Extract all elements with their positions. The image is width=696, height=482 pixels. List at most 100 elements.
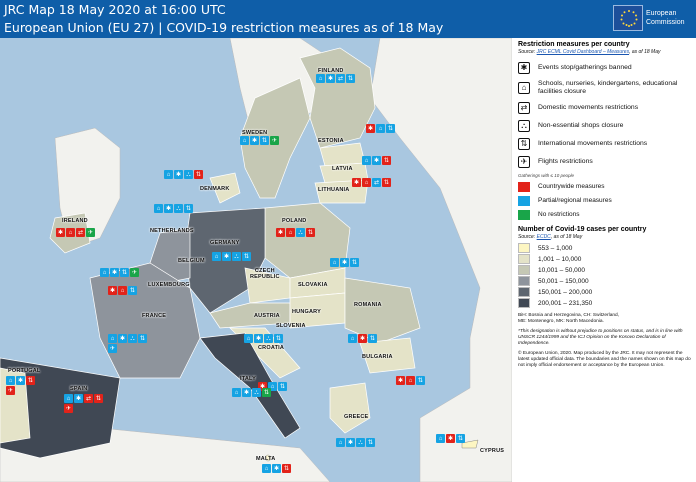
european-commission-logo: European Commission: [613, 3, 691, 35]
icons-greece[interactable]: ⌂ ✱ ⛬ ⇅: [336, 438, 380, 447]
legend-measure-flights: ✈ Flights restrictions: [518, 155, 692, 168]
icons-spain[interactable]: ⌂ ✱ ⇄ ⇅ ✈: [64, 394, 108, 413]
international-movement-icon: ⇅: [416, 376, 425, 385]
shop-closure-icon: ⛬: [128, 334, 137, 343]
icons-lithuania[interactable]: ✱ ⌂ ⇄ ⇅: [352, 178, 392, 187]
school-closure-icon: ⌂: [262, 464, 271, 473]
international-movement-icon: ⇅: [366, 438, 375, 447]
logo-text-european: European: [646, 10, 677, 17]
map-legend: Restriction measures per country Source:…: [512, 38, 696, 482]
icons-sweden[interactable]: ⌂ ✱ ⇅ ✈: [240, 136, 280, 145]
icons-czech[interactable]: ⌂ ✱ ⇅: [330, 258, 370, 267]
icons-latvia[interactable]: ⌂ ✱ ⇅: [362, 156, 402, 165]
international-movement-icon: ⇅: [260, 136, 269, 145]
icons-ireland[interactable]: ✱ ⌂ ⇄ ✈: [56, 228, 96, 237]
legend-title: Restriction measures per country: [518, 41, 630, 48]
label-poland: POLAND: [282, 218, 307, 224]
legend-measure-shops: ⛬ Non-essential shops closure: [518, 119, 692, 132]
legend-partial: Partial/regional measures: [518, 195, 692, 206]
icons-luxembourg[interactable]: ✱ ⌂ ⇅: [108, 286, 148, 295]
label-estonia: ESTONIA: [318, 138, 344, 144]
events-banned-icon: ✱: [16, 376, 25, 385]
school-closure-icon: ⌂: [316, 74, 325, 83]
cases-class-5: 150,001 – 200,000: [518, 287, 692, 297]
kosovo-disclaimer: *This designation is without prejudice t…: [518, 329, 683, 346]
icons-france[interactable]: ⌂ ✱ ⛬ ⇅ ✈: [108, 334, 152, 353]
legend-measure-schools: ⌂ Schools, nurseries, kindergartens, edu…: [518, 80, 692, 96]
icons-denmark[interactable]: ⌂ ✱ ⛬ ⇅: [164, 170, 208, 179]
label-austria: AUSTRIA: [254, 313, 280, 319]
school-closure-icon: ⌂: [518, 81, 530, 94]
icons-finland[interactable]: ⌂ ✱ ⇄ ⇅: [316, 74, 356, 83]
events-banned-icon: ✱: [366, 124, 375, 133]
label-luxembourg: LUXEMBOURG: [148, 282, 190, 288]
international-movement-icon: ⇅: [518, 137, 530, 150]
events-banned-icon: ✱: [258, 382, 267, 391]
legend-none: No restrictions: [518, 209, 692, 220]
cases-swatch-6: [518, 298, 530, 308]
events-banned-icon: ✱: [326, 74, 335, 83]
events-banned-icon: ✱: [222, 252, 231, 261]
icons-austria[interactable]: ⌂ ✱ ⛬ ⇅: [244, 334, 284, 343]
legend-measure-domestic: ⇄ Domestic movements restrictions: [518, 101, 692, 114]
cases-swatch-3: [518, 265, 530, 275]
international-movement-icon: ⇅: [368, 334, 377, 343]
label-ireland: IRELAND: [62, 218, 88, 224]
domestic-movement-icon: ⇄: [76, 228, 85, 237]
icons-poland[interactable]: ✱ ⌂ ⛬ ⇅: [276, 228, 316, 237]
eu-flag-icon: [613, 5, 643, 31]
icons-cyprus[interactable]: ⌂ ✱ ⇅: [436, 434, 476, 443]
school-closure-icon: ⌂: [406, 376, 415, 385]
label-slovenia: SLOVENIA: [276, 323, 306, 329]
icons-germany[interactable]: ⌂ ✱ ⛬ ⇅: [212, 252, 256, 261]
events-banned-icon: ✱: [74, 394, 83, 403]
cases-class-6: 200,001 – 231,350: [518, 298, 692, 308]
label-czech: CZECH REPUBLIC: [250, 268, 280, 280]
logo-text-commission: Commission: [646, 19, 685, 26]
domestic-movement-icon: ⇄: [518, 101, 530, 114]
icons-malta[interactable]: ⌂ ✱ ⇅: [262, 464, 306, 473]
school-closure-icon: ⌂: [330, 258, 339, 267]
icons-belgium[interactable]: ⌂ ✱ ⇅ ✈: [100, 268, 140, 277]
map-header: JRC Map 18 May 2020 at 16:00 UTC Europea…: [0, 0, 696, 38]
international-movement-icon: ⇅: [194, 170, 203, 179]
icons-italy[interactable]: ⌂ ✱ ⛬ ⇅: [232, 388, 276, 397]
countrywide-swatch: [518, 181, 530, 192]
events-banned-icon: ✱: [518, 61, 530, 74]
cases-class-4: 50,001 – 150,000: [518, 276, 692, 286]
icons-croatia[interactable]: ✱ ⌂ ⇅: [258, 382, 298, 391]
label-sweden: SWEDEN: [242, 130, 268, 136]
icons-netherlands[interactable]: ⌂ ✱ ⛬ ⇅: [154, 204, 194, 213]
icons-romania[interactable]: ⌂ ✱ ⇅: [348, 334, 388, 343]
school-closure-icon: ⌂: [6, 376, 15, 385]
shop-closure-icon: ⛬: [296, 228, 305, 237]
flights-icon: ✈: [64, 404, 73, 413]
label-malta: MALTA: [256, 456, 276, 462]
events-banned-icon: ✱: [56, 228, 65, 237]
source-link[interactable]: JRC ECML Covid Dashboard – Measures: [536, 49, 630, 55]
events-banned-icon: ✱: [118, 334, 127, 343]
flights-icon: ✈: [6, 386, 15, 395]
flights-icon: ✈: [108, 344, 117, 353]
ecdc-link[interactable]: ECDC: [536, 233, 551, 240]
international-movement-icon: ⇅: [456, 434, 465, 443]
cases-class-1: 553 – 1,000: [518, 243, 692, 253]
shop-closure-icon: ⛬: [184, 170, 193, 179]
school-closure-icon: ⌂: [100, 268, 109, 277]
school-closure-icon: ⌂: [244, 334, 253, 343]
icons-bulgaria[interactable]: ✱ ⌂ ⇅: [396, 376, 436, 385]
international-movement-icon: ⇅: [94, 394, 103, 403]
international-movement-icon: ⇅: [382, 156, 391, 165]
icons-portugal[interactable]: ⌂ ✱ ⇅ ✈: [6, 376, 42, 395]
icons-estonia[interactable]: ✱ ⌂ ⇅: [366, 124, 406, 133]
international-movement-icon: ⇅: [242, 252, 251, 261]
partial-swatch: [518, 195, 530, 206]
label-cyprus: CYPRUS: [480, 448, 505, 454]
legend-source: Source: JRC ECML Covid Dashboard – Measu…: [518, 49, 661, 55]
label-france: FRANCE: [142, 313, 167, 319]
europe-map[interactable]: FINLAND SWEDEN ESTONIA LATVIA LITHUANIA …: [0, 38, 512, 482]
events-banned-icon: ✱: [352, 178, 361, 187]
no-restrictions-swatch: [518, 209, 530, 220]
flights-icon: ✈: [130, 268, 139, 277]
shop-closure-icon: ⛬: [174, 204, 183, 213]
